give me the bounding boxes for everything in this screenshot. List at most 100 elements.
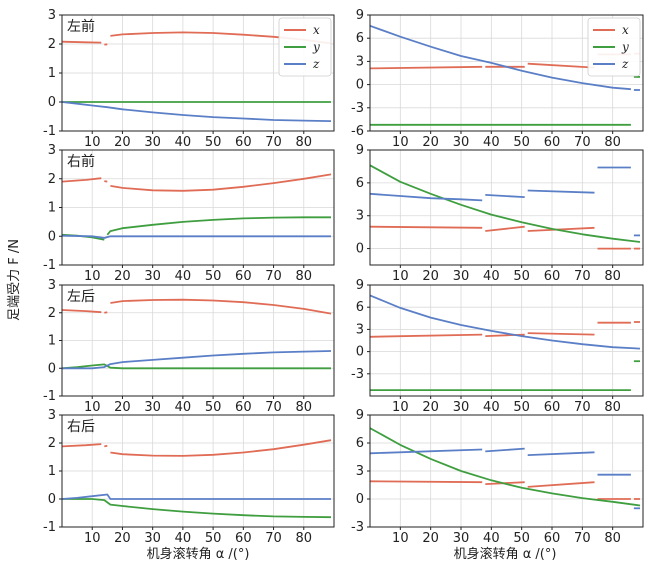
x-tick-label: 80: [604, 135, 621, 150]
series-line-z: [485, 194, 525, 198]
x-tick-label: 20: [114, 135, 131, 150]
x-tick-label: 40: [175, 269, 192, 284]
x-tick-label: 70: [265, 531, 282, 546]
x-tick-label: 10: [392, 135, 409, 150]
x-tick-label: 60: [235, 400, 252, 415]
y-tick-label: 6: [356, 300, 364, 315]
y-tick-label: 0: [48, 492, 56, 507]
y-tick-label: 9: [356, 8, 364, 23]
series-line-y: [62, 498, 332, 519]
legend: xyz: [278, 17, 332, 77]
x-tick-label: 50: [513, 269, 530, 284]
x-tick-label: 20: [422, 400, 439, 415]
panel-label: 右前: [67, 153, 95, 170]
x-tick-label: 60: [544, 269, 561, 284]
x-tick-label: 10: [84, 269, 101, 284]
y-tick-label: 6: [356, 176, 364, 191]
series-line-x: [62, 443, 102, 448]
x-tick-label: 20: [422, 269, 439, 284]
y-tick-label: -3: [351, 367, 364, 382]
chart-panel: 10 20 30 40 50 60 70 80 -1 0 1 2 3 右前: [43, 143, 335, 284]
x-tick-label: 60: [544, 400, 561, 415]
y-tick-label: 0: [48, 229, 56, 244]
legend-label-x: x: [622, 23, 629, 37]
x-tick-label: 60: [235, 531, 252, 546]
x-tick-label: 30: [453, 269, 470, 284]
series-line-x: [110, 439, 332, 457]
x-tick-label: 70: [574, 400, 591, 415]
y-tick-label: -1: [43, 389, 56, 404]
x-tick-label: 70: [574, 135, 591, 150]
series-line-z: [62, 350, 332, 370]
legend-label-x: x: [313, 23, 320, 37]
panel-label: 右后: [67, 419, 95, 435]
y-tick-label: -3: [351, 520, 364, 535]
y-tick-label: 6: [356, 436, 364, 451]
legend: xyz: [587, 17, 641, 77]
y-tick-label: -1: [43, 124, 56, 139]
chart-panel: 10 20 30 40 50 60 70 80 -1 0 1 2 3 右后: [43, 408, 335, 546]
panel-label: 左后: [67, 289, 95, 305]
y-tick-label: 2: [48, 436, 56, 451]
x-tick-label: 50: [205, 269, 222, 284]
chart-panel: 10 20 30 40 50 60 70 80 -1 0 1 2 3 左后: [43, 278, 335, 415]
legend-label-z: z: [621, 57, 629, 71]
series-line-x: [527, 332, 595, 336]
x-tick-label: 60: [235, 269, 252, 284]
x-tick-label: 40: [483, 531, 500, 546]
x-tick-label: 50: [513, 531, 530, 546]
y-tick-label: 3: [48, 408, 56, 423]
y-tick-label: 9: [356, 143, 364, 158]
series-line-z: [370, 192, 483, 202]
x-tick-label: 80: [296, 400, 313, 415]
x-tick-label: 30: [453, 531, 470, 546]
y-tick-label: 2: [48, 172, 56, 187]
y-tick-label: 3: [356, 54, 364, 69]
series-line-z: [370, 294, 641, 350]
series-line-x: [370, 65, 483, 70]
y-tick-label: -1: [43, 258, 56, 273]
series-line-z: [62, 234, 331, 239]
x-tick-label: 60: [544, 135, 561, 150]
y-tick-label: 6: [356, 31, 364, 46]
x-tick-label: 10: [392, 269, 409, 284]
x-tick-label: 20: [114, 531, 131, 546]
series-line-y: [62, 363, 331, 370]
series-line-y: [370, 427, 641, 507]
y-tick-label: 1: [48, 464, 56, 479]
x-tick-label: 10: [392, 531, 409, 546]
x-tick-label: 30: [453, 400, 470, 415]
panel-label: 左前: [67, 18, 95, 35]
series-line-x: [110, 298, 332, 315]
plot-frame: [369, 14, 644, 132]
y-tick-label: 3: [48, 8, 56, 23]
chart-panel: 10 20 30 40 50 60 70 80 -1 0 1 2 3 左前 xyz: [43, 8, 335, 150]
x-tick-label: 20: [114, 400, 131, 415]
x-tick-label: 40: [483, 135, 500, 150]
x-tick-label: 20: [422, 531, 439, 546]
y-tick-label: 9: [356, 278, 364, 293]
series-line-z: [485, 447, 525, 453]
series-line-z: [62, 101, 332, 122]
y-tick-label: 3: [356, 464, 364, 479]
x-tick-label: 80: [296, 135, 313, 150]
y-tick-label: -1: [43, 520, 56, 535]
x-tick-label: 70: [265, 400, 282, 415]
y-tick-label: 2: [48, 37, 56, 52]
x-tick-label: 70: [574, 269, 591, 284]
series-line-z: [370, 448, 483, 455]
x-tick-label: 30: [144, 135, 161, 150]
y-tick-label: 0: [356, 78, 364, 93]
series-line-x: [370, 333, 483, 338]
series-line-x: [527, 62, 595, 69]
x-tick-label: 30: [144, 269, 161, 284]
y-tick-label: 0: [356, 492, 364, 507]
y-tick-label: 1: [48, 334, 56, 349]
legend-label-y: y: [312, 40, 320, 54]
x-tick-label: 10: [84, 531, 101, 546]
x-tick-label: 70: [265, 135, 282, 150]
x-tick-label: 20: [422, 135, 439, 150]
x-tick-label: 80: [604, 269, 621, 284]
